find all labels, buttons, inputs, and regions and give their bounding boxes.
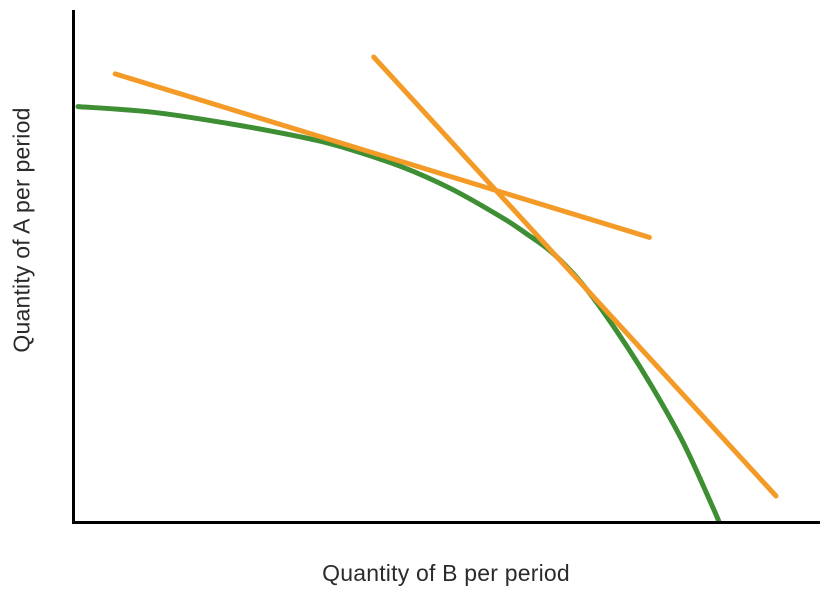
tangent-line-flat	[112, 71, 652, 240]
x-axis-label: Quantity of B per period	[322, 560, 570, 586]
production-possibilities-curve	[75, 104, 722, 521]
tangent-line-steep	[371, 54, 779, 499]
y-axis-label: Quantity of A per period	[8, 107, 35, 353]
plot-canvas	[75, 54, 779, 521]
plot-area	[72, 10, 820, 524]
